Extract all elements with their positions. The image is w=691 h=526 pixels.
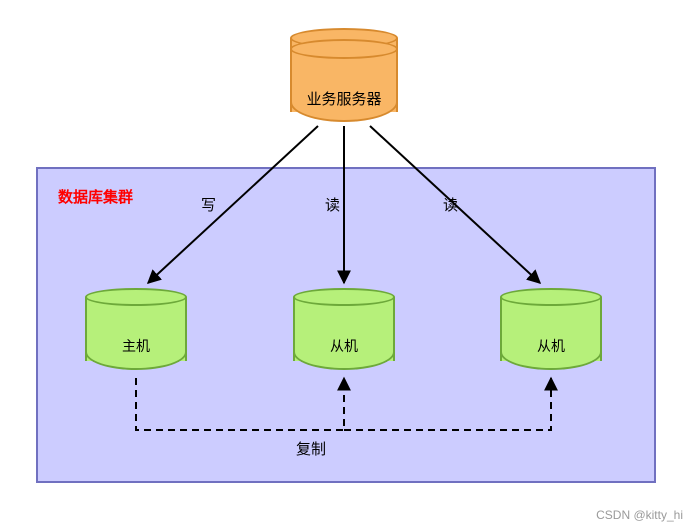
edge-label-read: 读	[325, 194, 340, 215]
cylinder-top	[500, 288, 602, 306]
cluster-title: 数据库集群	[58, 186, 133, 207]
node-label: 业务服务器	[290, 88, 398, 109]
node-label: 从机	[293, 336, 395, 356]
master-host-node: 主机	[85, 288, 187, 370]
slave-host-node: 从机	[500, 288, 602, 370]
edge-label-write: 写	[201, 194, 216, 215]
cylinder-top	[85, 288, 187, 306]
edge-label-replicate: 复制	[296, 438, 326, 459]
cylinder-band	[290, 39, 398, 59]
cylinder-top	[293, 288, 395, 306]
diagram-canvas: 数据库集群 业务服务器 主机 从机 从机 写 读 读 复制	[0, 0, 691, 526]
node-label: 从机	[500, 336, 602, 356]
service-server-node: 业务服务器	[290, 28, 398, 122]
node-label: 主机	[85, 336, 187, 356]
watermark: CSDN @kitty_hi	[596, 508, 683, 522]
slave-host-node: 从机	[293, 288, 395, 370]
edge-label-read: 读	[443, 194, 458, 215]
